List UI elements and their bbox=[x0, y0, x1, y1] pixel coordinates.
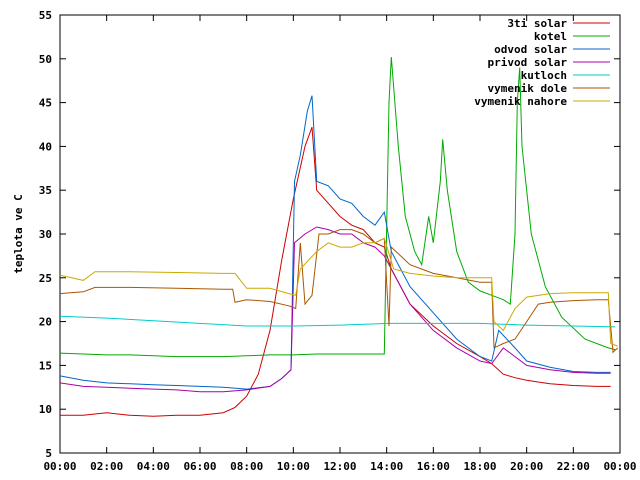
legend-label: vymenik nahore bbox=[474, 95, 567, 108]
y-axis-label: teplota ve C bbox=[12, 194, 25, 273]
x-tick-label: 22:00 bbox=[557, 460, 590, 473]
x-tick-label: 18:00 bbox=[463, 460, 496, 473]
y-tick-label: 40 bbox=[39, 140, 52, 153]
series-line-kotel bbox=[59, 56, 616, 358]
y-tick-label: 20 bbox=[39, 316, 52, 329]
legend-label: kutloch bbox=[521, 69, 567, 82]
y-tick-label: 50 bbox=[39, 53, 52, 66]
x-tick-label: 14:00 bbox=[370, 460, 403, 473]
series-line-privod-solar bbox=[59, 226, 611, 393]
series-lines bbox=[59, 56, 619, 417]
y-tick-label: 5 bbox=[45, 447, 52, 460]
legend-label: 3ti solar bbox=[507, 17, 567, 30]
x-tick-label: 10:00 bbox=[277, 460, 310, 473]
y-tick-label: 55 bbox=[39, 9, 52, 22]
y-tick-label: 15 bbox=[39, 359, 52, 372]
y-tick-label: 25 bbox=[39, 272, 52, 285]
y-tick-label: 35 bbox=[39, 184, 52, 197]
series-line-vymenik-nahore bbox=[59, 237, 618, 347]
legend-label: vymenik dole bbox=[488, 82, 568, 95]
x-tick-label: 08:00 bbox=[230, 460, 263, 473]
y-tick-label: 30 bbox=[39, 228, 52, 241]
x-tick-label: 02:00 bbox=[90, 460, 123, 473]
y-tick-label: 45 bbox=[39, 97, 52, 110]
series-line-odvod-solar bbox=[59, 95, 611, 390]
x-tick-label: 12:00 bbox=[323, 460, 356, 473]
series-line-kutloch bbox=[59, 315, 616, 328]
x-tick-label: 00:00 bbox=[43, 460, 76, 473]
legend-label: kotel bbox=[534, 30, 567, 43]
series-line-vymenik-dole bbox=[59, 229, 619, 354]
y-tick-label: 10 bbox=[39, 403, 52, 416]
x-tick-label: 16:00 bbox=[417, 460, 450, 473]
legend-label: privod solar bbox=[488, 56, 568, 69]
x-axis: 00:00 02:00 04:00 06:00 08:00 10:00 12:00 14:00… bbox=[43, 15, 637, 473]
series-line-3ti-solar bbox=[60, 126, 611, 417]
x-tick-label: 00:00 bbox=[603, 460, 636, 473]
x-tick-label: 20:00 bbox=[510, 460, 543, 473]
legend-label: odvod solar bbox=[494, 43, 567, 56]
y-axis: 5 10 15 20 25 30 35 40 45 50 55 bbox=[39, 9, 620, 460]
x-tick-label: 04:00 bbox=[137, 460, 170, 473]
x-tick-label: 06:00 bbox=[183, 460, 216, 473]
